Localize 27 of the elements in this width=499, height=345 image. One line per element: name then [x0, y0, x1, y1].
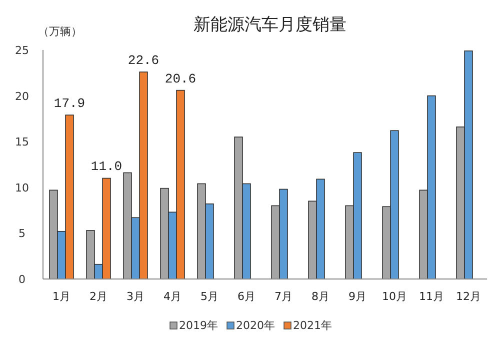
x-tick-label: 1月 [52, 290, 70, 303]
y-tick-label: 15 [15, 136, 29, 149]
x-tick-label: 12月 [456, 290, 481, 303]
y-tick-label: 10 [15, 181, 29, 194]
y-tick-label: 5 [18, 227, 26, 240]
data-label: 11.0 [90, 159, 122, 174]
y-tick-label: 20 [15, 90, 29, 103]
x-tick-label: 10月 [382, 290, 407, 303]
data-label: 20.6 [164, 71, 196, 86]
x-tick-label: 9月 [348, 290, 366, 303]
y-tick-label: 0 [18, 273, 26, 286]
y-axis-title: （万辆） [38, 25, 82, 38]
x-tick-label: 7月 [274, 290, 292, 303]
x-tick-label: 2月 [90, 290, 108, 303]
chart-title: 新能源汽车月度销量 [194, 15, 346, 35]
legend-label: 2021年 [293, 319, 332, 332]
x-tick-label: 11月 [419, 290, 444, 303]
x-tick-label: 5月 [200, 290, 218, 303]
x-tick-label: 8月 [312, 290, 330, 303]
x-tick-label: 3月 [126, 290, 144, 303]
y-tick-label: 25 [15, 44, 29, 57]
data-label: 22.6 [128, 52, 160, 68]
x-tick-label: 4月 [164, 290, 182, 303]
x-tick-label: 6月 [238, 290, 256, 303]
legend-label: 2019年 [179, 319, 218, 332]
data-label: 17.9 [54, 96, 86, 112]
legend-label: 2020年 [236, 319, 275, 332]
